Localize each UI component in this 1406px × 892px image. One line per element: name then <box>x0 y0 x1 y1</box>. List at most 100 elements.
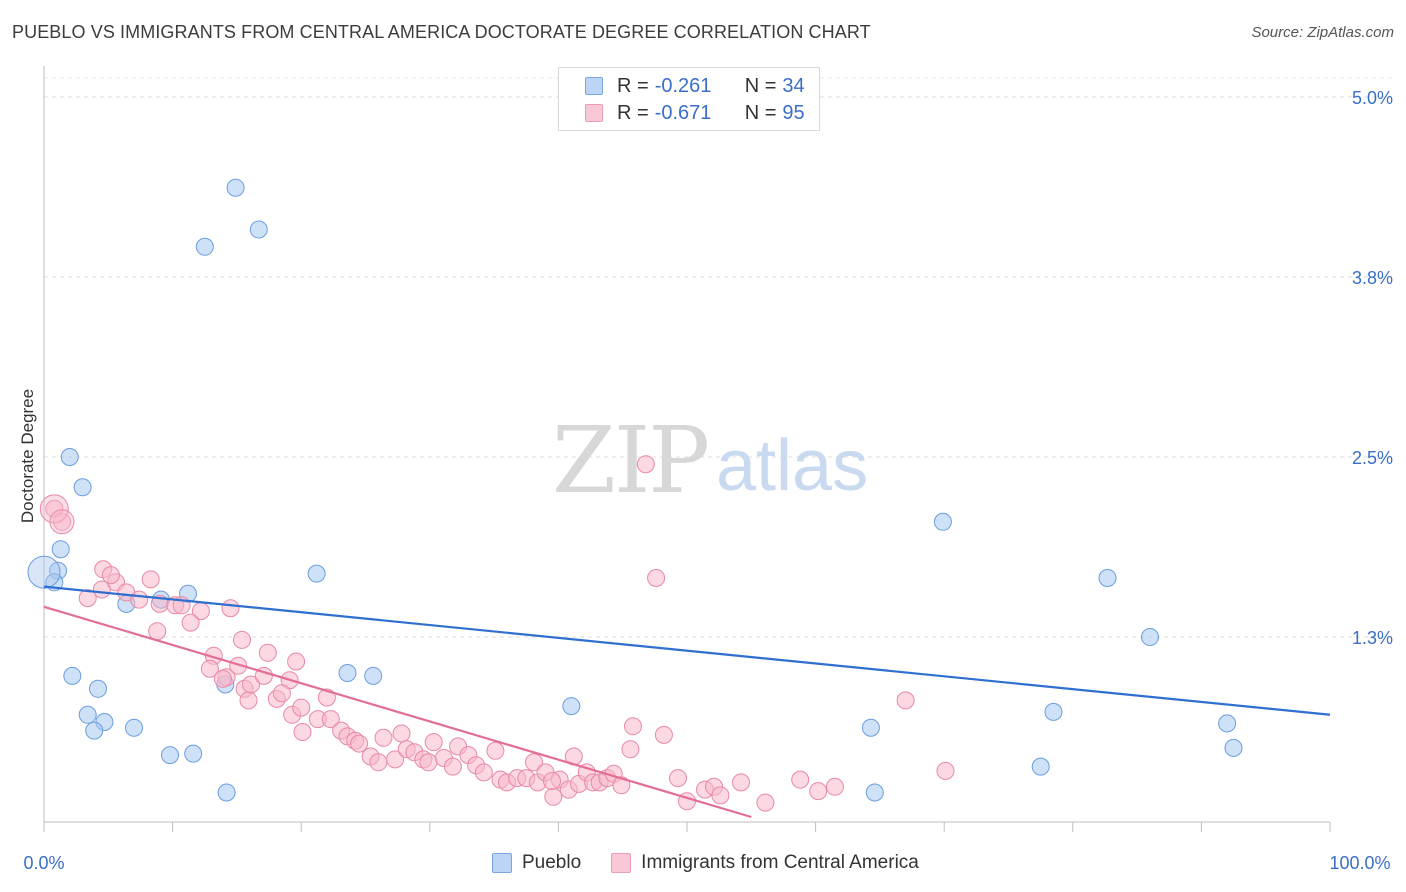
x-tick-labels: 0.0% 100.0% <box>23 853 1390 873</box>
series-0-point-32 <box>1031 757 1050 776</box>
series-0-point-5 <box>51 540 70 559</box>
legend-r-label: R = <box>617 74 649 97</box>
series-0-point-27 <box>1044 702 1063 721</box>
series-0-points <box>45 178 1243 802</box>
bottom-legend-swatch-immigrants <box>611 853 632 873</box>
series-1-point-10 <box>148 622 167 641</box>
series-0-point-28 <box>1098 569 1117 587</box>
large-point-1 <box>39 494 69 524</box>
series-0-point-26 <box>933 512 952 531</box>
watermark-atlas: atlas <box>716 426 868 506</box>
legend-row-pueblo: R = -0.261 N = 34 <box>585 74 805 98</box>
series-1-point-81 <box>669 769 687 788</box>
bottom-legend-swatch-pueblo <box>492 853 512 873</box>
series-1-point-50 <box>419 753 438 772</box>
series-1-point-29 <box>272 684 291 703</box>
series-1-point-80 <box>654 725 673 744</box>
watermark-zip: ZIP <box>552 407 708 514</box>
bottom-legend: Pueblo Immigrants from Central America <box>492 852 949 874</box>
series-0-point-3 <box>60 448 79 466</box>
chart-title: PUEBLO VS IMMIGRANTS FROM CENTRAL AMERIC… <box>12 22 871 42</box>
series-0-point-21 <box>161 746 179 765</box>
series-1-point-87 <box>756 793 775 812</box>
x-tick-label-1: 100.0% <box>1329 853 1390 873</box>
series-1-point-7 <box>141 570 160 589</box>
series-0-point-23 <box>217 783 236 802</box>
y-tick-label-2: 3.8% <box>1352 268 1393 288</box>
series-1-point-46 <box>392 724 411 743</box>
trend-layer <box>43 585 1331 819</box>
series-0-point-29 <box>1141 628 1159 646</box>
y-tick-label-0: 1.3% <box>1352 628 1393 648</box>
series-1-point-63 <box>525 753 543 772</box>
series-1-point-77 <box>612 776 631 795</box>
legend-n-value-immigrants: 95 <box>782 101 805 124</box>
series-0-point-1 <box>249 220 268 239</box>
series-1-point-90 <box>825 777 844 796</box>
series-1-point-34 <box>287 652 306 671</box>
source-note: Source: ZipAtlas.com <box>1251 24 1394 41</box>
bottom-legend-immigrants: Immigrants from Central America <box>611 852 919 874</box>
series-1-point-66 <box>544 787 563 806</box>
axes <box>43 66 1331 832</box>
series-0-point-12 <box>63 666 82 685</box>
points-layer <box>27 178 1243 812</box>
series-1-point-93 <box>636 455 655 474</box>
series-1-point-57 <box>474 763 493 782</box>
series-0-point-30 <box>1218 714 1237 733</box>
series-0-point-22 <box>184 744 203 763</box>
series-1-point-53 <box>443 757 462 776</box>
series-1-point-24 <box>239 691 258 710</box>
series-0-point-19 <box>85 721 104 740</box>
bottom-legend-pueblo: Pueblo <box>492 852 581 874</box>
series-0-point-13 <box>89 679 107 698</box>
series-0-point-20 <box>125 718 143 737</box>
series-1-point-78 <box>621 740 640 759</box>
legend: R = -0.261 N = 34 R = -0.671 N = 95 <box>558 67 820 131</box>
series-1-point-27 <box>258 643 277 662</box>
legend-swatch-pueblo <box>585 77 603 95</box>
series-1-point-6 <box>101 566 120 585</box>
series-1-point-94 <box>647 569 666 587</box>
legend-r-value-immigrants: -0.671 <box>654 101 712 124</box>
series-1-point-51 <box>424 733 443 752</box>
series-1-point-19 <box>200 659 219 678</box>
series-1-point-32 <box>292 698 311 717</box>
series-1-point-11 <box>130 590 149 609</box>
series-0-point-33 <box>865 783 884 802</box>
series-1-point-89 <box>809 782 828 801</box>
series-0-point-8 <box>307 564 326 583</box>
series-1-point-79 <box>624 717 642 736</box>
series-1-point-45 <box>386 750 405 769</box>
y-tick-label-3: 5.0% <box>1352 88 1393 108</box>
series-0-point-17 <box>78 705 97 724</box>
series-1-point-22 <box>213 669 232 688</box>
series-1-point-44 <box>374 728 393 747</box>
y-tick-label-1: 2.5% <box>1352 448 1393 468</box>
series-1-point-88 <box>791 770 810 789</box>
series-1-point-5 <box>78 589 97 608</box>
series-1-point-1 <box>53 512 71 531</box>
series-0-point-25 <box>861 718 880 737</box>
series-1-point-33 <box>293 723 312 741</box>
series-1-point-91 <box>896 691 915 710</box>
series-1-point-20 <box>229 656 248 675</box>
x-tick-label-0: 0.0% <box>23 853 64 873</box>
series-1-point-58 <box>486 741 505 760</box>
series-1-point-17 <box>233 630 251 649</box>
series-1-point-92 <box>936 761 955 780</box>
series-1-point-21 <box>221 599 240 618</box>
y-tick-labels: 1.3% 2.5% 3.8% 5.0% <box>1352 88 1393 648</box>
series-1-point-14 <box>181 613 200 632</box>
series-0-point-2 <box>195 237 214 256</box>
series-1-point-86 <box>732 773 750 792</box>
legend-r-value-pueblo: -0.261 <box>654 74 712 97</box>
series-0-point-15 <box>364 666 383 685</box>
series-0-point-31 <box>1224 738 1243 757</box>
series-1-trendline <box>43 605 752 819</box>
series-1-point-25 <box>242 675 260 694</box>
series-1-points <box>45 455 955 812</box>
legend-n-label: N = <box>744 101 777 124</box>
series-0-point-14 <box>338 664 357 682</box>
